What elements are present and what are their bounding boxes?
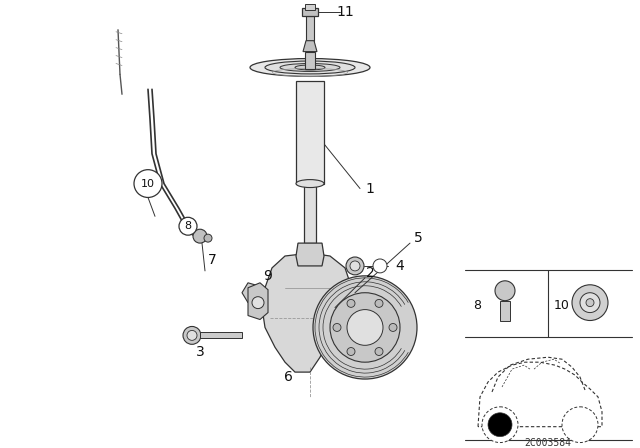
Circle shape (134, 170, 162, 198)
Circle shape (389, 323, 397, 332)
Circle shape (313, 276, 417, 379)
Text: 8: 8 (184, 221, 191, 231)
Circle shape (183, 327, 201, 345)
Text: 7: 7 (207, 253, 216, 267)
Circle shape (580, 293, 600, 313)
Circle shape (204, 234, 212, 242)
Bar (296, 82, 324, 184)
Circle shape (375, 299, 383, 307)
Circle shape (562, 407, 598, 443)
Ellipse shape (265, 61, 355, 74)
Bar (500, 301, 510, 320)
Circle shape (373, 259, 387, 273)
Bar (305, 4, 315, 10)
Polygon shape (262, 253, 350, 372)
Ellipse shape (296, 180, 324, 188)
Text: 5: 5 (413, 231, 422, 245)
Bar (200, 332, 242, 338)
Text: 3: 3 (196, 345, 204, 359)
Circle shape (187, 331, 197, 340)
Circle shape (586, 299, 594, 306)
Polygon shape (242, 283, 265, 303)
Circle shape (252, 297, 264, 309)
Text: 10: 10 (554, 299, 570, 312)
Text: 2C003584: 2C003584 (525, 438, 572, 448)
Circle shape (347, 348, 355, 355)
Text: 9: 9 (264, 269, 273, 283)
Ellipse shape (295, 65, 325, 70)
Bar (305, 52, 315, 69)
Circle shape (488, 413, 512, 437)
Text: 10: 10 (141, 179, 155, 189)
Text: 2: 2 (365, 266, 374, 280)
Circle shape (179, 217, 197, 235)
Circle shape (572, 285, 608, 320)
Bar (306, 16, 314, 41)
Polygon shape (296, 243, 324, 266)
Polygon shape (248, 283, 268, 319)
Circle shape (347, 310, 383, 345)
Ellipse shape (250, 59, 370, 77)
Text: 6: 6 (284, 370, 292, 384)
Polygon shape (303, 41, 317, 52)
Text: 4: 4 (396, 259, 404, 273)
Circle shape (482, 407, 518, 443)
Circle shape (330, 293, 400, 362)
Circle shape (347, 299, 355, 307)
Circle shape (346, 257, 364, 275)
Circle shape (333, 323, 341, 332)
Bar (304, 180, 316, 243)
Circle shape (375, 348, 383, 355)
Text: 11: 11 (336, 5, 354, 19)
Ellipse shape (280, 64, 340, 71)
Circle shape (495, 281, 515, 301)
Text: 8: 8 (473, 299, 481, 312)
Bar (302, 8, 318, 16)
Circle shape (193, 229, 207, 243)
Circle shape (350, 261, 360, 271)
Text: 1: 1 (365, 181, 374, 195)
